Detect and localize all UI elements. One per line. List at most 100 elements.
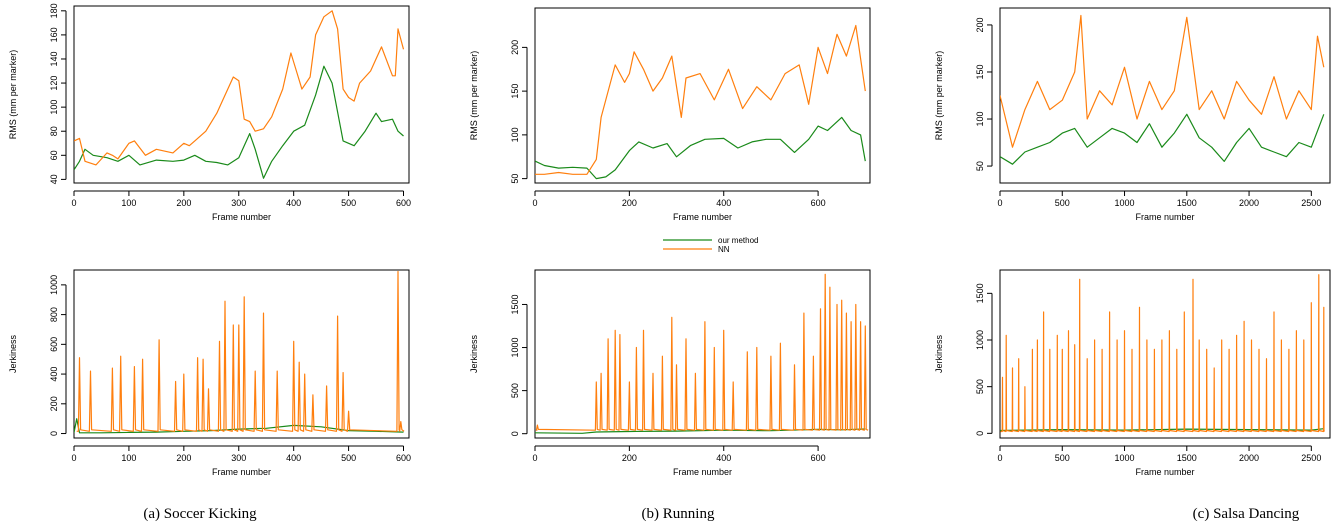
x-tick-label: 200 [176,198,191,208]
plot-area [1000,14,1325,165]
plot-area [535,24,866,180]
y-tick-label: 600 [49,337,59,352]
y-tick-label: 200 [510,40,520,55]
y-tick-label: 500 [975,379,985,394]
x-tick-label: 0 [997,453,1002,463]
y-tick-label: 1000 [975,330,985,350]
x-axis-label: Frame number [673,212,732,222]
x-tick-label: 600 [396,453,411,463]
y-tick-label: 50 [975,161,985,171]
x-tick-label: 300 [231,198,246,208]
y-axis-label: Jerkiness [934,334,944,373]
chart-panel-a-bottom: 0 100 200 300 400 500 600 Frame number 0 200 400 60… [8,269,411,477]
plot-area [74,10,405,179]
x-tick-label: 2500 [1301,453,1321,463]
chart-panel-a-top: 0 100 200 300 400 500 600 Frame number 40 60 80 100… [8,3,411,222]
y-tick-label: 150 [975,64,985,79]
y-tick-label: 40 [49,174,59,184]
y-tick-label: 100 [49,100,59,115]
x-tick-label: 500 [1055,453,1070,463]
x-tick-label: 300 [231,453,246,463]
x-tick-label: 600 [811,453,826,463]
plot-frame [534,269,871,439]
y-tick-label: 1500 [975,283,985,303]
y-tick-label: 60 [49,150,59,160]
series-line-our-method [1000,113,1325,165]
y-tick-label: 0 [510,431,520,436]
x-tick-label: 2000 [1239,453,1259,463]
x-tick-label: 0 [532,453,537,463]
y-tick-label: 100 [510,127,520,142]
y-tick-label: 140 [49,51,59,66]
x-axis-label: Frame number [673,467,732,477]
x-axis-label: Frame number [1135,467,1194,477]
series-line-our-method [74,65,404,179]
x-tick-label: 200 [622,198,637,208]
x-axis-label: Frame number [212,467,271,477]
y-axis-label: RMS (mm per marker) [934,51,944,141]
x-tick-label: 0 [71,198,76,208]
series-line-nn [1000,14,1325,148]
plot-area [535,273,869,434]
y-tick-label: 100 [975,112,985,127]
y-tick-label: 1500 [510,294,520,314]
y-axis-label: RMS (mm per marker) [8,50,18,140]
x-tick-label: 1000 [1115,198,1135,208]
x-tick-label: 200 [622,453,637,463]
plot-area [1000,274,1326,433]
series-line-our-method [535,428,866,434]
chart-panel-c-top: 0 500 1000 1500 2000 2500 Frame number 50 100 150… [934,7,1331,222]
x-axis-label: Frame number [212,212,271,222]
plot-frame [73,269,410,439]
y-tick-label: 150 [510,84,520,99]
y-tick-label: 500 [510,383,520,398]
chart-panel-b-bottom: 0 200 400 600 Frame number 0 500 1000 1500 Jerkin… [469,269,871,477]
x-tick-label: 0 [71,453,76,463]
series-line-our-method [74,418,404,434]
y-tick-label: 0 [975,431,985,436]
x-tick-label: 100 [121,198,136,208]
y-tick-label: 120 [49,76,59,91]
y-tick-label: 200 [49,396,59,411]
x-tick-label: 400 [716,453,731,463]
x-tick-label: 200 [176,453,191,463]
y-tick-label: 400 [49,367,59,382]
plot-frame [534,7,871,184]
series-line-nn [1000,274,1326,433]
plot-area [74,270,405,434]
series-line-our-method [535,116,866,180]
x-axis-label: Frame number [1135,212,1194,222]
x-tick-label: 600 [396,198,411,208]
legend: our method NN [663,236,758,254]
x-tick-label: 600 [811,198,826,208]
x-tick-label: 2000 [1239,198,1259,208]
x-tick-label: 400 [286,453,301,463]
series-line-nn [535,24,866,175]
x-tick-label: 2500 [1301,198,1321,208]
chart-panel-c-bottom: 0 500 1000 1500 2000 2500 Frame number 0 500 1000… [934,269,1331,477]
series-line-nn [535,273,869,431]
x-tick-label: 1000 [1115,453,1135,463]
y-tick-label: 1000 [510,338,520,358]
caption-c: (c) Salsa Dancing [1193,506,1300,522]
x-tick-label: 500 [1055,198,1070,208]
plot-frame [73,5,410,184]
x-tick-label: 0 [532,198,537,208]
x-tick-label: 100 [121,453,136,463]
x-tick-label: 500 [341,198,356,208]
y-axis-label: RMS (mm per marker) [469,51,479,141]
series-line-nn [74,10,405,166]
caption-b: (b) Running [642,506,715,522]
y-tick-label: 50 [510,174,520,184]
y-tick-label: 200 [975,17,985,32]
chart-panel-b-top: 0 200 400 600 Frame number 50 100 150 200 RMS (mm… [469,7,871,222]
y-tick-label: 1000 [49,275,59,295]
x-tick-label: 500 [341,453,356,463]
x-tick-label: 1500 [1177,453,1197,463]
x-tick-label: 0 [997,198,1002,208]
caption-a: (a) Soccer Kicking [143,506,257,522]
x-tick-label: 1500 [1177,198,1197,208]
x-tick-label: 400 [716,198,731,208]
